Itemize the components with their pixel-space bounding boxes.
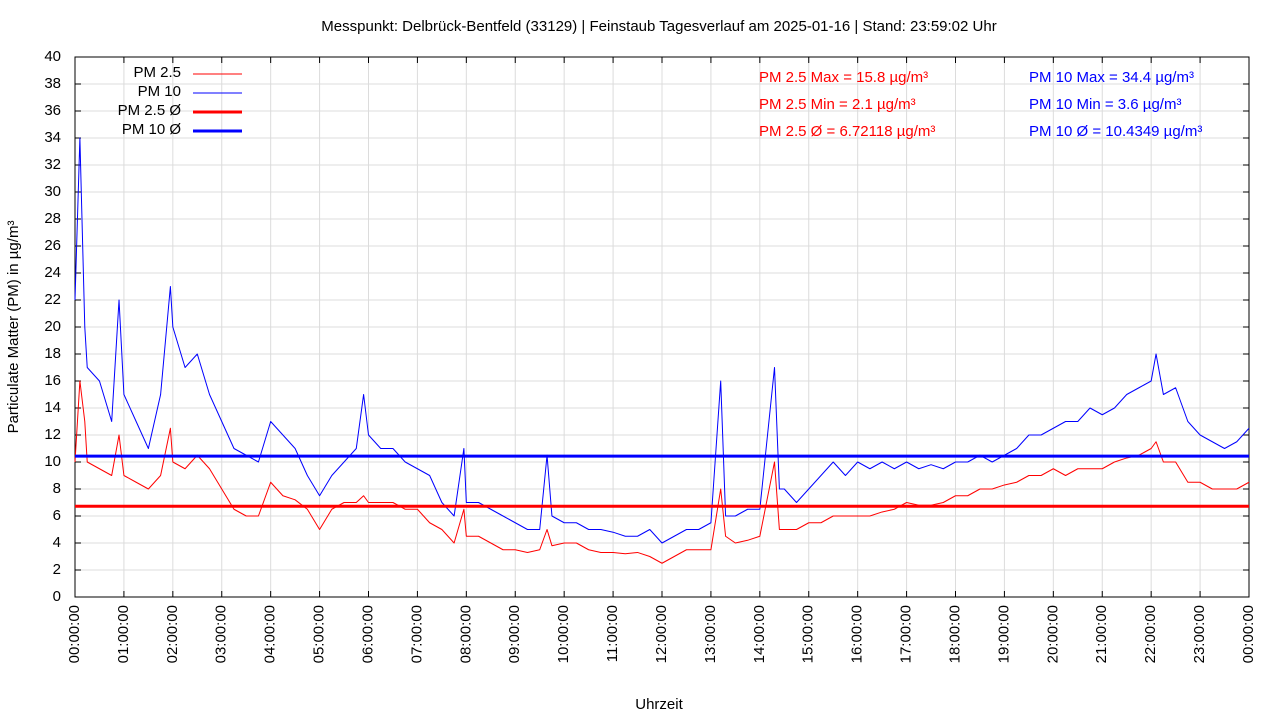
y-tick-label: 40 [44, 48, 61, 65]
x-tick-label: 01:00:00 [115, 605, 132, 663]
y-tick-label: 24 [44, 264, 61, 281]
y-tick-label: 30 [44, 183, 61, 200]
x-tick-label: 00:00:00 [66, 605, 83, 663]
x-tick-label: 20:00:00 [1044, 605, 1061, 663]
legend-label: PM 2.5 Ø [118, 102, 182, 119]
y-tick-label: 12 [44, 426, 61, 443]
y-tick-label: 0 [53, 588, 61, 605]
legend-label: PM 2.5 [133, 64, 181, 81]
data-line [74, 137, 1250, 544]
chart-title: Messpunkt: Delbrück-Bentfeld (33129) | F… [321, 18, 996, 35]
y-tick-label: 22 [44, 291, 61, 308]
x-tick-label: 09:00:00 [506, 605, 523, 663]
x-tick-label: 07:00:00 [408, 605, 425, 663]
plot-frame [74, 56, 1250, 598]
x-tick-label: 16:00:00 [849, 605, 866, 663]
x-tick-label: 00:00:00 [1240, 605, 1257, 663]
y-tick-label: 14 [44, 399, 61, 416]
x-tick-label: 12:00:00 [653, 605, 670, 663]
x-tick-label: 23:00:00 [1191, 605, 1208, 663]
y-tick-label: 26 [44, 237, 61, 254]
x-tick-label: 13:00:00 [702, 605, 719, 663]
x-tick-label: 19:00:00 [995, 605, 1012, 663]
x-tick-label: 22:00:00 [1142, 605, 1159, 663]
y-axis-label: Particulate Matter (PM) in µg/m³ [5, 221, 22, 434]
y-tick-label: 10 [44, 453, 61, 470]
x-tick-label: 06:00:00 [359, 605, 376, 663]
y-tick-label: 2 [53, 561, 61, 578]
y-tick-label: 18 [44, 345, 61, 362]
x-tick-label: 08:00:00 [457, 605, 474, 663]
legend-label: PM 10 [138, 83, 181, 100]
x-tick-label: 05:00:00 [311, 605, 328, 663]
x-tick-label: 02:00:00 [164, 605, 181, 663]
x-tick-label: 17:00:00 [898, 605, 915, 663]
x-tick-label: 14:00:00 [751, 605, 768, 663]
data-line [74, 380, 1250, 564]
x-axis-label: Uhrzeit [635, 696, 683, 713]
y-tick-label: 32 [44, 156, 61, 173]
y-tick-label: 28 [44, 210, 61, 227]
y-tick-label: 6 [53, 507, 61, 524]
x-tick-label: 11:00:00 [604, 605, 621, 662]
y-tick-label: 34 [44, 129, 61, 146]
stat-annotation: PM 2.5 Max = 15.8 µg/m³ [759, 69, 928, 86]
x-tick-label: 15:00:00 [800, 605, 817, 663]
y-tick-label: 20 [44, 318, 61, 335]
x-tick-label: 18:00:00 [946, 605, 963, 663]
y-tick-label: 38 [44, 75, 61, 92]
legend-label: PM 10 Ø [122, 121, 182, 138]
y-tick-label: 36 [44, 102, 61, 119]
stat-annotation: PM 2.5 Min = 2.1 µg/m³ [759, 96, 916, 113]
x-tick-label: 04:00:00 [262, 605, 279, 663]
stat-annotation: PM 10 Min = 3.6 µg/m³ [1029, 96, 1181, 113]
y-tick-label: 8 [53, 480, 61, 497]
stat-annotation: PM 10 Ø = 10.4349 µg/m³ [1029, 123, 1202, 140]
x-tick-label: 10:00:00 [555, 605, 572, 663]
x-tick-label: 03:00:00 [213, 605, 230, 663]
x-tick-label: 21:00:00 [1093, 605, 1110, 663]
y-tick-label: 4 [53, 534, 61, 551]
y-tick-label: 16 [44, 372, 61, 389]
stat-annotation: PM 10 Max = 34.4 µg/m³ [1029, 69, 1194, 86]
stat-annotation: PM 2.5 Ø = 6.72118 µg/m³ [759, 123, 935, 140]
